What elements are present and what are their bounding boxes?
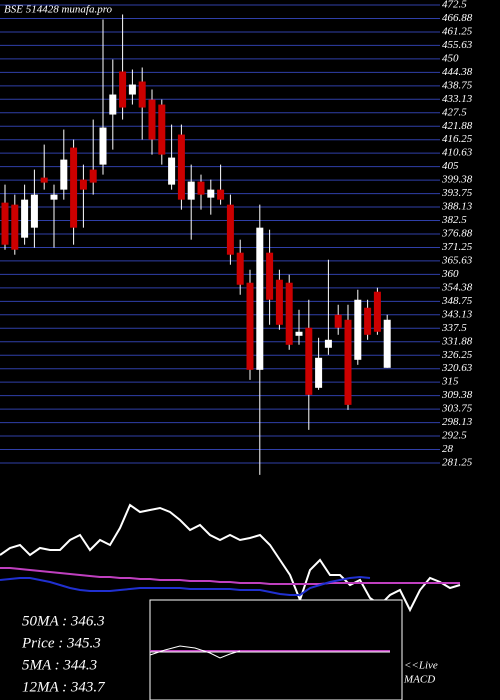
legend-entry: 12MA : 343.7: [22, 679, 106, 695]
macd-inset: [149, 599, 403, 700]
candle-body: [354, 299, 362, 360]
y-tick-label: 337.5: [441, 322, 467, 334]
y-tick-label: 382.5: [441, 214, 467, 226]
candle-body: [197, 181, 205, 195]
candle-body: [168, 157, 176, 185]
candle-body: [217, 189, 225, 200]
live-label: <<Live: [404, 660, 438, 672]
y-tick-label: 28: [442, 443, 454, 455]
candle-body: [50, 194, 58, 200]
y-tick-label: 444.38: [442, 66, 473, 78]
inset-label: MACD: [403, 674, 435, 686]
y-tick-label: 433.13: [442, 93, 473, 105]
candle-body: [364, 307, 372, 335]
candle-body: [295, 331, 303, 336]
y-tick-label: 354.38: [441, 281, 473, 293]
candle-body: [275, 279, 283, 325]
y-tick-label: 393.75: [441, 187, 473, 199]
candle-body: [109, 94, 117, 115]
candle-body: [344, 319, 352, 405]
y-tick-label: 292.5: [442, 430, 467, 442]
candle-body: [89, 169, 97, 183]
y-tick-label: 281.25: [442, 457, 473, 469]
y-tick-label: 472.5: [442, 0, 467, 11]
candle-body: [138, 81, 146, 108]
candle-body: [373, 291, 381, 332]
y-tick-label: 450: [442, 52, 459, 64]
y-tick-label: 326.25: [441, 349, 473, 361]
y-tick-label: 331.88: [441, 335, 473, 347]
candle-body: [305, 327, 313, 395]
candle-body: [207, 189, 215, 198]
candle-body: [30, 194, 38, 228]
y-tick-label: 421.88: [442, 120, 473, 132]
candle-body: [11, 204, 19, 250]
candle-body: [256, 227, 264, 370]
candle-body: [128, 84, 136, 95]
candle-body: [70, 147, 78, 228]
candle-body: [158, 104, 166, 155]
y-tick-label: 365.63: [441, 254, 473, 266]
y-tick-label: 315: [441, 376, 459, 388]
y-tick-label: 466.88: [442, 12, 473, 24]
legend-entry: Price : 345.3: [21, 635, 101, 651]
candle-body: [246, 282, 254, 370]
candle-body: [40, 177, 48, 183]
y-tick-label: 388.13: [441, 201, 473, 213]
y-tick-label: 303.75: [441, 403, 473, 415]
candle-body: [285, 282, 293, 345]
candle-body: [99, 127, 107, 165]
y-tick-label: 399.38: [441, 174, 473, 186]
candle-body: [187, 181, 195, 200]
legend-entry: 50MA : 346.3: [22, 613, 105, 629]
y-tick-label: 360: [441, 268, 459, 280]
candle-body: [334, 314, 342, 328]
candle-body: [119, 71, 127, 108]
y-tick-label: 410.63: [442, 147, 473, 159]
y-tick-label: 427.5: [442, 106, 467, 118]
y-tick-label: 343.13: [441, 308, 473, 320]
y-tick-label: 438.75: [442, 79, 473, 91]
candle-body: [383, 319, 391, 368]
y-tick-label: 461.25: [442, 25, 473, 37]
candle-body: [324, 339, 332, 348]
chart-title: BSE 514428 munafa.pro: [4, 4, 113, 16]
y-tick-label: 371.25: [441, 241, 473, 253]
y-tick-label: 348.75: [441, 295, 473, 307]
candles: [1, 14, 391, 475]
candle-body: [148, 99, 156, 140]
candle-body: [1, 202, 9, 245]
legend-entry: 5MA : 344.3: [22, 657, 97, 673]
y-tick-label: 405: [442, 160, 459, 172]
y-tick-label: 376.88: [441, 228, 473, 240]
y-tick-label: 455.63: [442, 39, 473, 51]
candle-body: [79, 179, 87, 190]
y-tick-label: 298.13: [442, 416, 473, 428]
candle-body: [315, 357, 323, 388]
indicator-line: [0, 575, 371, 596]
candle-body: [236, 252, 244, 285]
y-tick-label: 416.25: [442, 133, 473, 145]
inset-macd-line: [149, 645, 241, 659]
candle-body: [226, 204, 234, 255]
candle-body: [177, 134, 185, 200]
y-tick-label: 309.38: [441, 389, 473, 401]
y-tick-label: 320.63: [441, 362, 473, 374]
candle-body: [21, 199, 29, 238]
candle-body: [266, 252, 274, 300]
indicator-line: [0, 567, 460, 585]
candle-body: [60, 159, 68, 190]
